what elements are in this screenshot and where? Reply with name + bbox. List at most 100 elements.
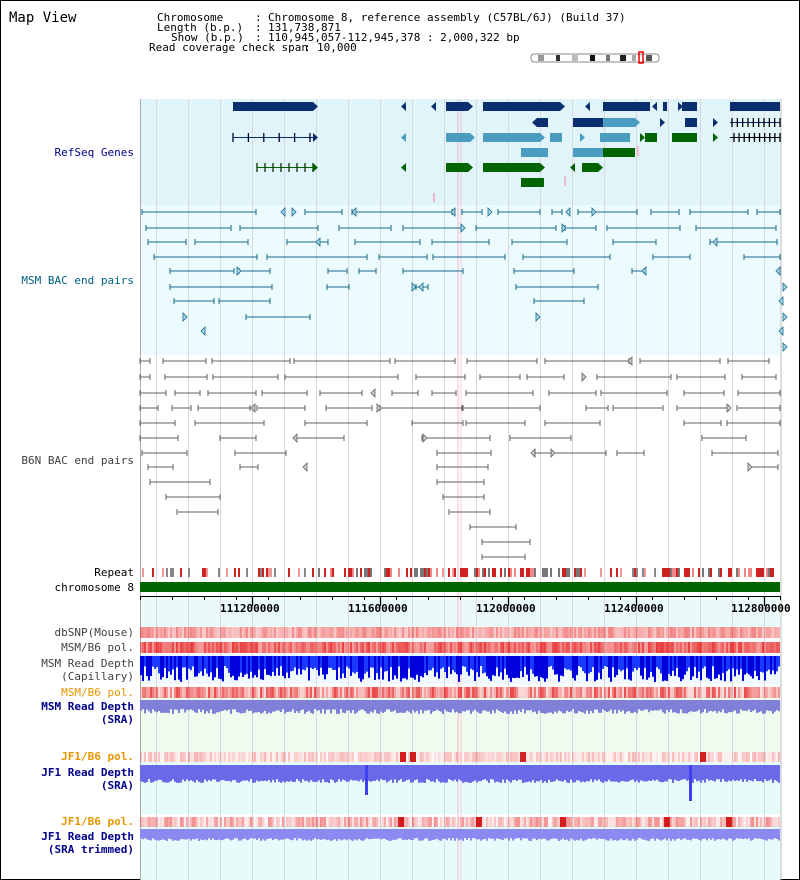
heat-cell xyxy=(286,687,288,698)
depth-bar xyxy=(678,829,680,839)
heat-cell xyxy=(422,627,424,638)
depth-bar xyxy=(756,765,758,782)
heat-cell xyxy=(538,642,540,653)
heat-cell xyxy=(424,627,426,638)
heat-cell xyxy=(524,627,526,638)
heat-cell xyxy=(774,627,776,638)
heat-cell xyxy=(514,627,516,638)
heat-cell xyxy=(770,752,772,762)
heat-cell xyxy=(708,642,710,653)
repeat-element xyxy=(406,568,408,577)
depth-bar xyxy=(320,765,322,783)
heat-cell xyxy=(364,752,366,762)
heat-cell xyxy=(534,752,536,762)
heat-cell xyxy=(162,627,164,638)
heat-cell xyxy=(242,642,244,653)
depth-bar xyxy=(696,765,698,782)
depth-bar xyxy=(344,700,346,714)
depth-bar xyxy=(592,700,594,714)
heat-cell xyxy=(474,642,476,653)
depth-bar xyxy=(674,829,676,841)
heat-cell xyxy=(234,752,236,762)
depth-bar xyxy=(240,700,242,714)
depth-bar xyxy=(244,765,246,781)
heat-cell xyxy=(490,627,492,638)
depth-bar xyxy=(706,700,708,714)
depth-bar xyxy=(700,765,702,783)
depth-bar xyxy=(662,829,664,840)
heat-cell xyxy=(742,752,744,762)
depth-bar xyxy=(162,765,164,783)
depth-bar xyxy=(724,765,726,782)
depth-bar xyxy=(348,656,350,669)
depth-bar xyxy=(598,700,600,713)
heat-cell xyxy=(336,817,338,827)
repeat-element xyxy=(172,568,174,577)
depth-bar xyxy=(614,700,616,710)
heat-cell xyxy=(284,627,286,638)
depth-bar xyxy=(206,700,208,712)
repeat-element xyxy=(288,568,290,577)
heat-cell xyxy=(446,687,448,698)
heat-cell xyxy=(582,642,584,653)
heat-cell xyxy=(416,687,418,698)
heat-cell xyxy=(514,817,516,827)
gene-exon-block xyxy=(537,118,548,127)
heat-cell xyxy=(508,627,510,638)
depth-bar xyxy=(720,656,722,681)
depth-bar xyxy=(566,656,568,670)
depth-bar xyxy=(336,765,338,782)
depth-bar xyxy=(334,829,336,840)
depth-bar xyxy=(476,656,478,673)
depth-bar xyxy=(248,765,250,782)
depth-bar xyxy=(480,700,482,714)
bac-end-arrow xyxy=(627,356,633,366)
depth-bar xyxy=(482,656,484,674)
depth-bar xyxy=(410,829,412,840)
depth-bar xyxy=(582,700,584,713)
heat-cell xyxy=(230,642,232,653)
heat-cell xyxy=(638,817,640,827)
heat-cell xyxy=(346,687,348,698)
heat-cell xyxy=(744,752,746,762)
depth-bar xyxy=(598,829,600,839)
heat-cell xyxy=(754,627,756,638)
heat-cell xyxy=(188,642,190,653)
repeat-element xyxy=(352,568,354,577)
depth-bar xyxy=(658,765,660,782)
depth-bar xyxy=(420,765,422,783)
heat-cell xyxy=(746,752,748,762)
heat-cell xyxy=(354,817,356,827)
heat-cell xyxy=(722,627,724,638)
depth-bar xyxy=(750,700,752,713)
depth-bar xyxy=(584,700,586,714)
heat-cell xyxy=(246,817,248,827)
heat-cell xyxy=(674,627,676,638)
heat-cell xyxy=(372,642,374,653)
gene-arrow xyxy=(313,133,318,142)
depth-bar xyxy=(716,700,718,714)
repeat-element xyxy=(188,568,190,577)
heat-cell xyxy=(214,642,216,653)
heat-cell xyxy=(196,627,198,638)
heat-cell xyxy=(450,627,452,638)
heat-cell xyxy=(484,627,486,638)
heat-cell xyxy=(268,642,270,653)
heat-cell xyxy=(542,627,544,638)
depth-bar xyxy=(300,656,302,675)
heat-cell xyxy=(316,642,318,653)
heat-cell xyxy=(722,642,724,653)
depth-bar xyxy=(312,765,314,782)
heat-cell xyxy=(274,752,276,762)
depth-bar xyxy=(252,829,254,839)
label-jf1-b6-pol: JF1/B6 pol. xyxy=(61,750,134,763)
heat-cell xyxy=(454,687,456,698)
depth-bar xyxy=(290,765,292,781)
heat-cell xyxy=(174,752,176,762)
heat-cell xyxy=(572,687,574,698)
depth-bar xyxy=(658,656,660,670)
depth-bar xyxy=(404,700,406,713)
depth-bar xyxy=(648,765,650,781)
heat-cell xyxy=(522,687,524,698)
